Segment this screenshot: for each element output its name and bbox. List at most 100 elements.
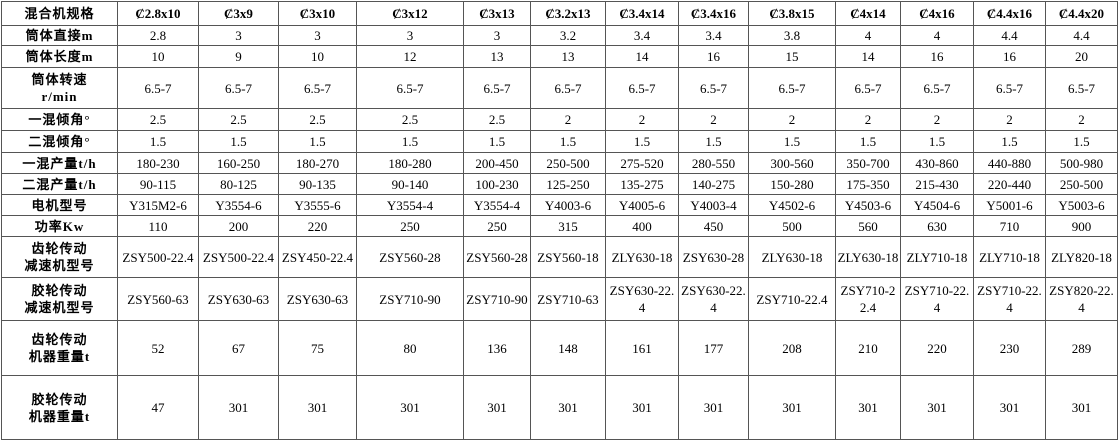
cell: 177 [678, 320, 749, 376]
cell: 350-700 [835, 152, 901, 174]
cell: 450 [678, 215, 749, 237]
cell: Y4503-6 [835, 194, 901, 216]
cell: 6.5-7 [356, 67, 464, 109]
cell: 200-450 [463, 152, 531, 174]
cell: 3 [198, 25, 279, 46]
cell: Y5001-6 [973, 194, 1046, 216]
cell: 6.5-7 [463, 67, 531, 109]
row-label: 胶轮传动 机器重量t [1, 375, 118, 440]
cell: ZSY630-22.4 [678, 277, 749, 321]
cell: 210 [835, 320, 901, 376]
cell: 14 [605, 45, 679, 68]
cell: ZSY710-22.4 [900, 277, 974, 321]
cell: 208 [748, 320, 836, 376]
cell: ZSY560-28 [356, 236, 464, 278]
cell: 4.4 [973, 25, 1046, 46]
cell: 148 [530, 320, 606, 376]
row-label: 混合机规格 [1, 1, 118, 26]
cell: 136 [463, 320, 531, 376]
cell: 250 [356, 215, 464, 237]
cell: 250-500 [1045, 173, 1118, 195]
cell: 150-280 [748, 173, 836, 195]
cell: 4 [900, 25, 974, 46]
cell: 301 [278, 375, 357, 440]
cell: 180-230 [117, 152, 199, 174]
cell: 80 [356, 320, 464, 376]
cell: Y3554-4 [463, 194, 531, 216]
row-label: 齿轮传动 机器重量t [1, 320, 118, 376]
row-label: 筒体长度m [1, 45, 118, 68]
column-header: Ȼ3.4x16 [678, 1, 749, 26]
cell: 100-230 [463, 173, 531, 195]
cell: Y315M2-6 [117, 194, 199, 216]
cell: 430-860 [900, 152, 974, 174]
cell: 301 [356, 375, 464, 440]
cell: ZSY710-90 [463, 277, 531, 321]
cell: 1.5 [605, 130, 679, 153]
cell: 4 [835, 25, 901, 46]
cell: 289 [1045, 320, 1118, 376]
cell: 900 [1045, 215, 1118, 237]
cell: 90-140 [356, 173, 464, 195]
table-row: 一混产量t/h 180-230 160-250 180-270 180-280 200-4… [1, 152, 1118, 174]
cell: 52 [117, 320, 199, 376]
row-label: 一混倾角° [1, 108, 118, 131]
cell: Y5003-6 [1045, 194, 1118, 216]
cell: 440-880 [973, 152, 1046, 174]
cell: 2 [973, 108, 1046, 131]
cell: ZLY630-18 [748, 236, 836, 278]
cell: 2 [835, 108, 901, 131]
cell: 6.5-7 [748, 67, 836, 109]
column-header: Ȼ3.2x13 [530, 1, 606, 26]
cell: ZSY710-22.4 [748, 277, 836, 321]
row-label: 功率Kw [1, 215, 118, 237]
row-label: 二混倾角° [1, 130, 118, 153]
cell: 220-440 [973, 173, 1046, 195]
cell: 200 [198, 215, 279, 237]
table-row: 二混产量t/h 90-115 80-125 90-135 90-140 100-230 12… [1, 173, 1118, 195]
cell: 301 [973, 375, 1046, 440]
cell: 301 [1045, 375, 1118, 440]
cell: 16 [678, 45, 749, 68]
row-label: 胶轮传动 减速机型号 [1, 277, 118, 321]
cell: 1.5 [117, 130, 199, 153]
cell: 301 [463, 375, 531, 440]
cell: 125-250 [530, 173, 606, 195]
cell: 400 [605, 215, 679, 237]
cell: 6.5-7 [1045, 67, 1118, 109]
cell: ZSY500-22.4 [198, 236, 279, 278]
cell: 3 [463, 25, 531, 46]
cell: 500-980 [1045, 152, 1118, 174]
cell: 280-550 [678, 152, 749, 174]
cell: 13 [463, 45, 531, 68]
cell: 1.5 [748, 130, 836, 153]
column-header: Ȼ3x13 [463, 1, 531, 26]
column-header: Ȼ2.8x10 [117, 1, 199, 26]
cell: 301 [748, 375, 836, 440]
cell: 301 [530, 375, 606, 440]
column-header: Ȼ3x10 [278, 1, 357, 26]
cell: 6.5-7 [530, 67, 606, 109]
cell: 90-135 [278, 173, 357, 195]
cell: 1.5 [463, 130, 531, 153]
cell: 161 [605, 320, 679, 376]
cell: 560 [835, 215, 901, 237]
table-row: 筒体长度m 10 9 10 12 13 13 14 16 15 14 16 16 20 [1, 45, 1118, 68]
table-row: 胶轮传动 机器重量t 47 301 301 301 301 301 301 301 301 301 3… [1, 375, 1118, 440]
cell: 10 [278, 45, 357, 68]
table-row: 筒体直接m 2.8 3 3 3 3 3.2 3.4 3.4 3.8 4 4 4.4 4.4 [1, 25, 1118, 46]
cell: ZLY820-18 [1045, 236, 1118, 278]
cell: ZSY560-18 [530, 236, 606, 278]
cell: 140-275 [678, 173, 749, 195]
cell: 2.5 [117, 108, 199, 131]
table-row: 胶轮传动 减速机型号 ZSY560-63 ZSY630-63 ZSY630-63 ZSY… [1, 277, 1118, 321]
cell: 1.5 [835, 130, 901, 153]
cell: 15 [748, 45, 836, 68]
cell: Y4003-4 [678, 194, 749, 216]
cell: 180-280 [356, 152, 464, 174]
column-header: Ȼ3.4x14 [605, 1, 679, 26]
cell: Y4003-6 [530, 194, 606, 216]
cell: Y3554-6 [198, 194, 279, 216]
